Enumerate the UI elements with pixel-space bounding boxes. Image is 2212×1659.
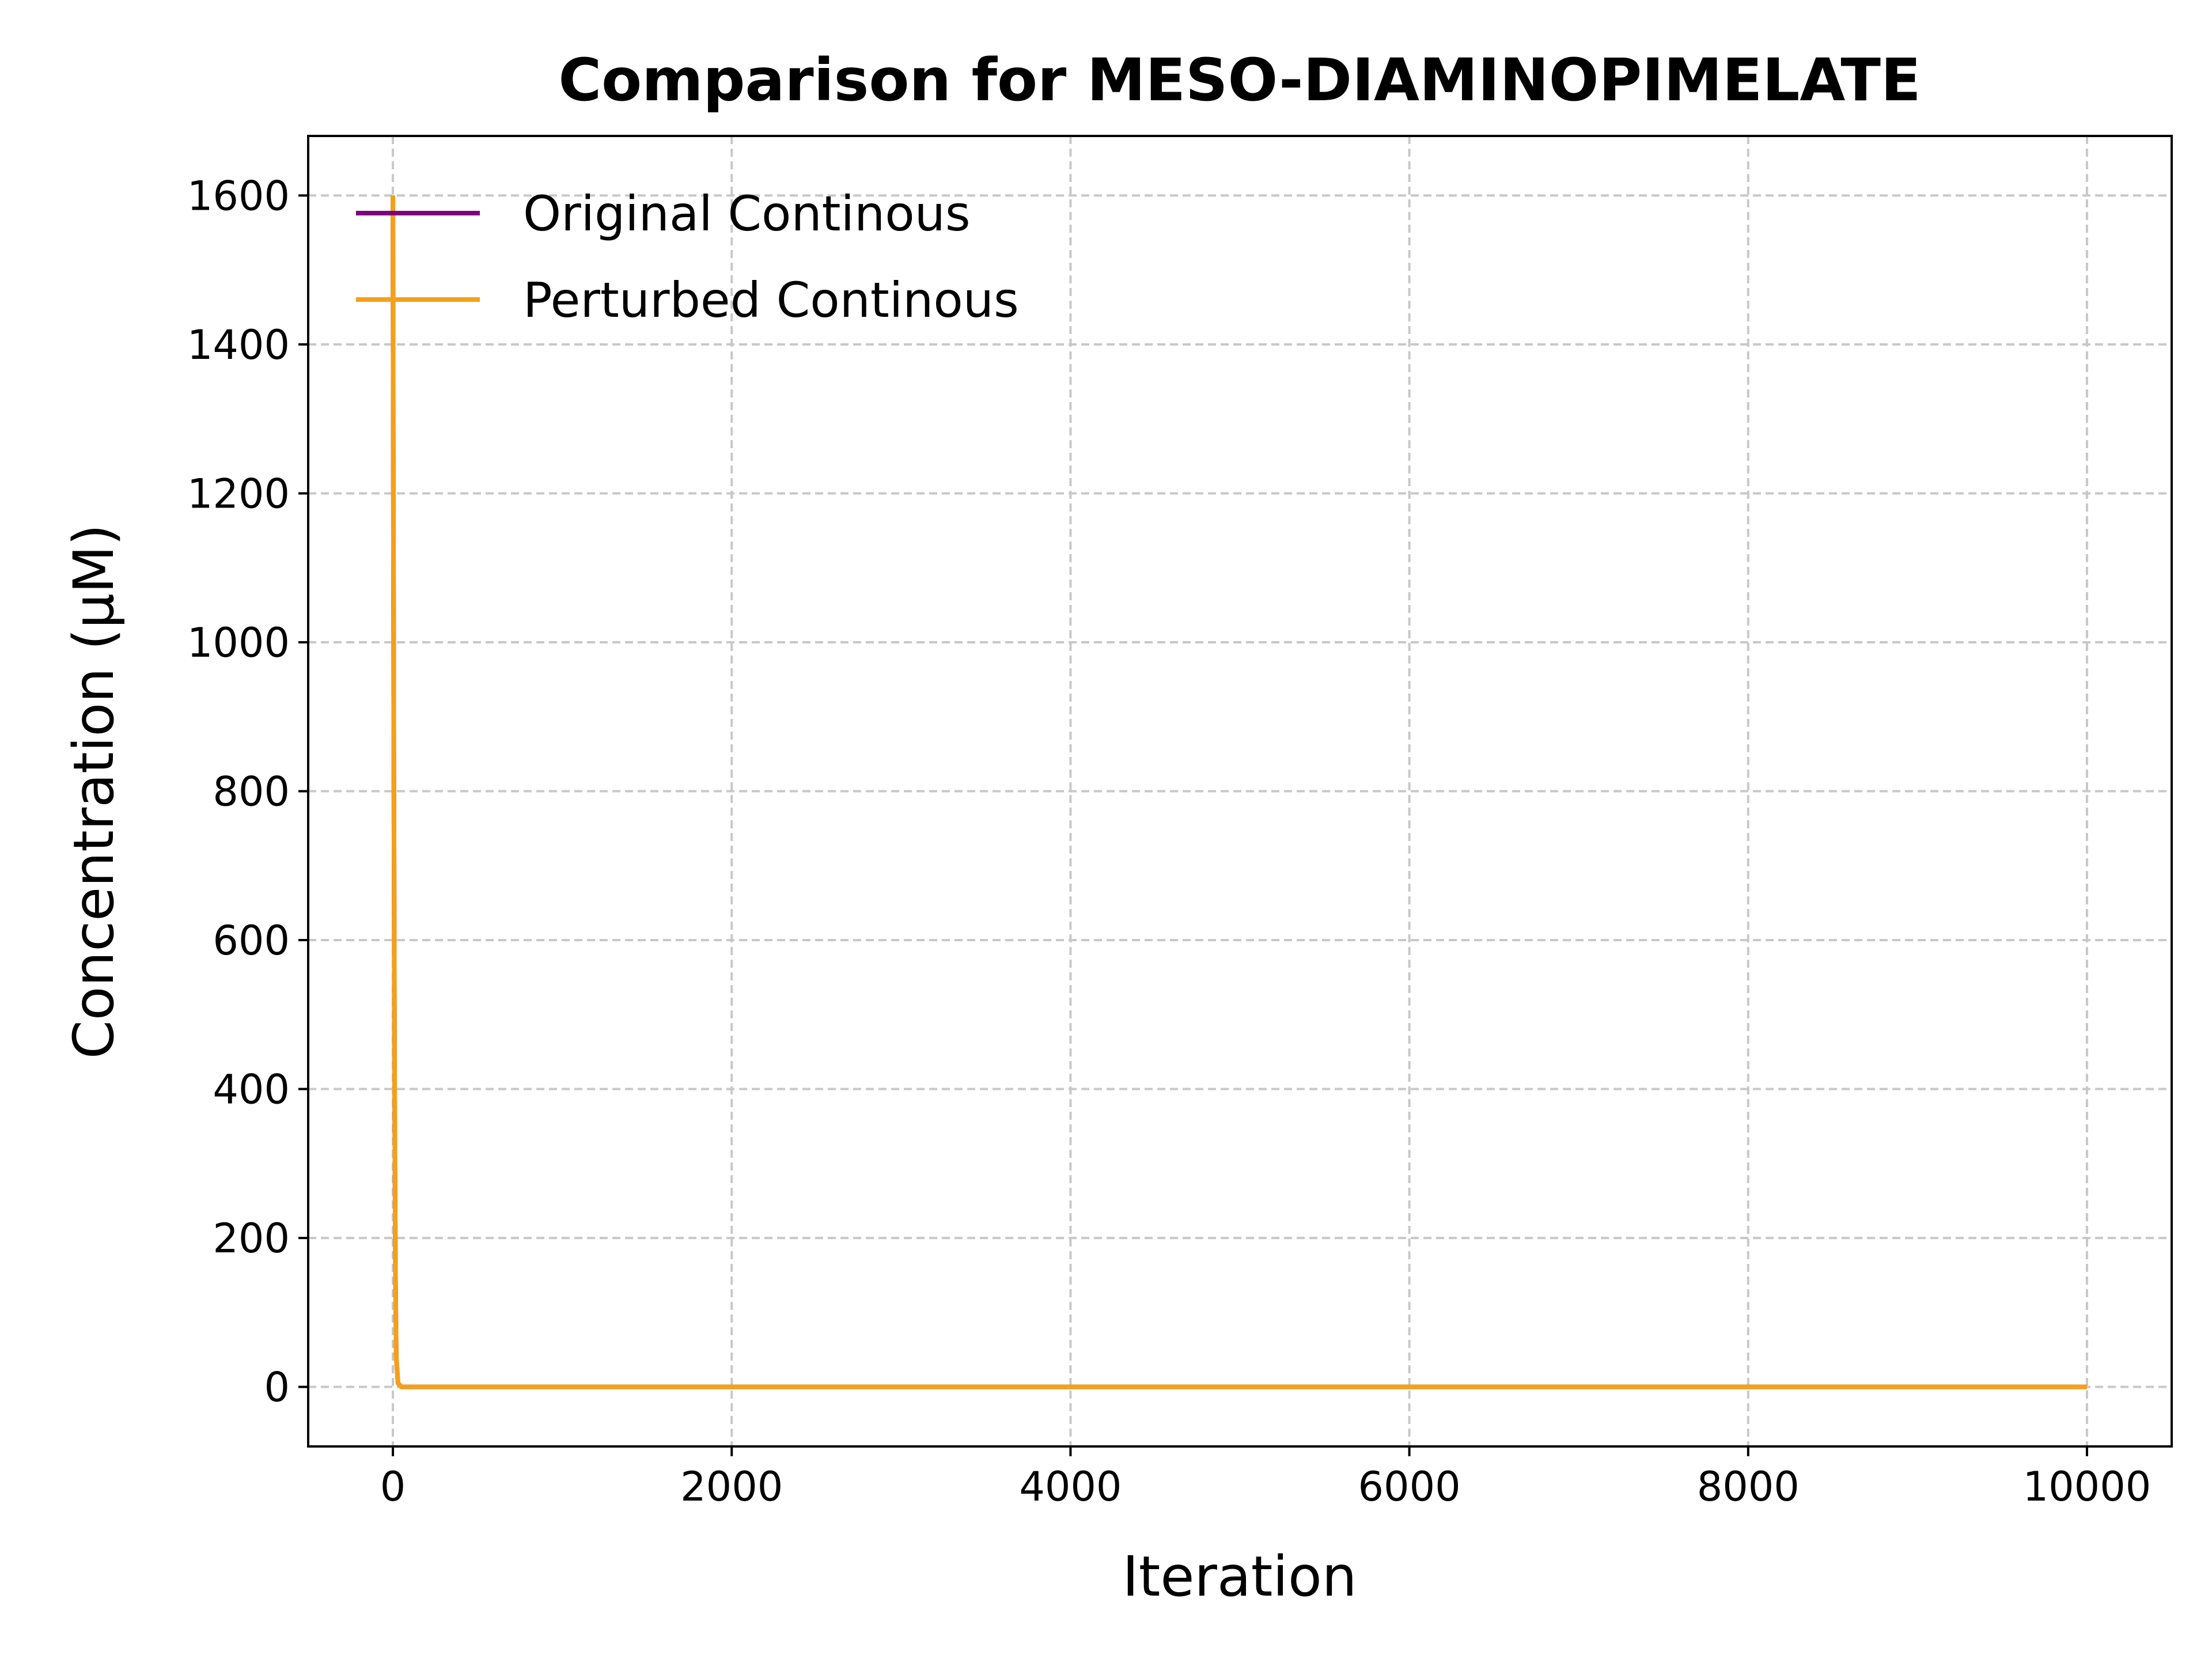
y-tick-label: 200 (213, 1215, 290, 1262)
y-tick-label: 800 (213, 768, 290, 816)
x-tick-label: 6000 (1358, 1463, 1461, 1510)
y-axis-label: Concentration (μM) (62, 524, 126, 1059)
x-tick-label: 0 (380, 1463, 406, 1510)
legend-label-1: Original Continous (523, 185, 971, 242)
y-tick-label: 1200 (187, 470, 290, 517)
x-axis-label: Iteration (1122, 1544, 1357, 1609)
x-axis: 0 2000 4000 6000 8000 10000 (380, 1446, 2152, 1510)
y-tick-label: 600 (213, 917, 290, 964)
series-line-2 (391, 195, 2087, 1389)
x-tick-label: 8000 (1697, 1463, 1800, 1510)
x-tick-label: 10000 (2023, 1463, 2152, 1510)
legend-label-2: Perturbed Continous (523, 272, 1019, 328)
y-tick-label: 400 (213, 1066, 290, 1113)
legend: Original Continous Perturbed Continous (356, 185, 1019, 328)
chart-title: Comparison for MESO-DIAMINOPIMELATE (558, 46, 1921, 115)
y-axis: 0 200 400 600 800 1000 1200 1400 1600 (187, 172, 308, 1411)
series-lines (391, 195, 2087, 1389)
y-tick-label: 1600 (187, 172, 290, 219)
x-tick-label: 2000 (680, 1463, 783, 1510)
y-tick-label: 1000 (187, 619, 290, 666)
x-tick-label: 4000 (1019, 1463, 1122, 1510)
y-tick-label: 1400 (187, 321, 290, 369)
y-tick-label: 0 (264, 1364, 290, 1411)
